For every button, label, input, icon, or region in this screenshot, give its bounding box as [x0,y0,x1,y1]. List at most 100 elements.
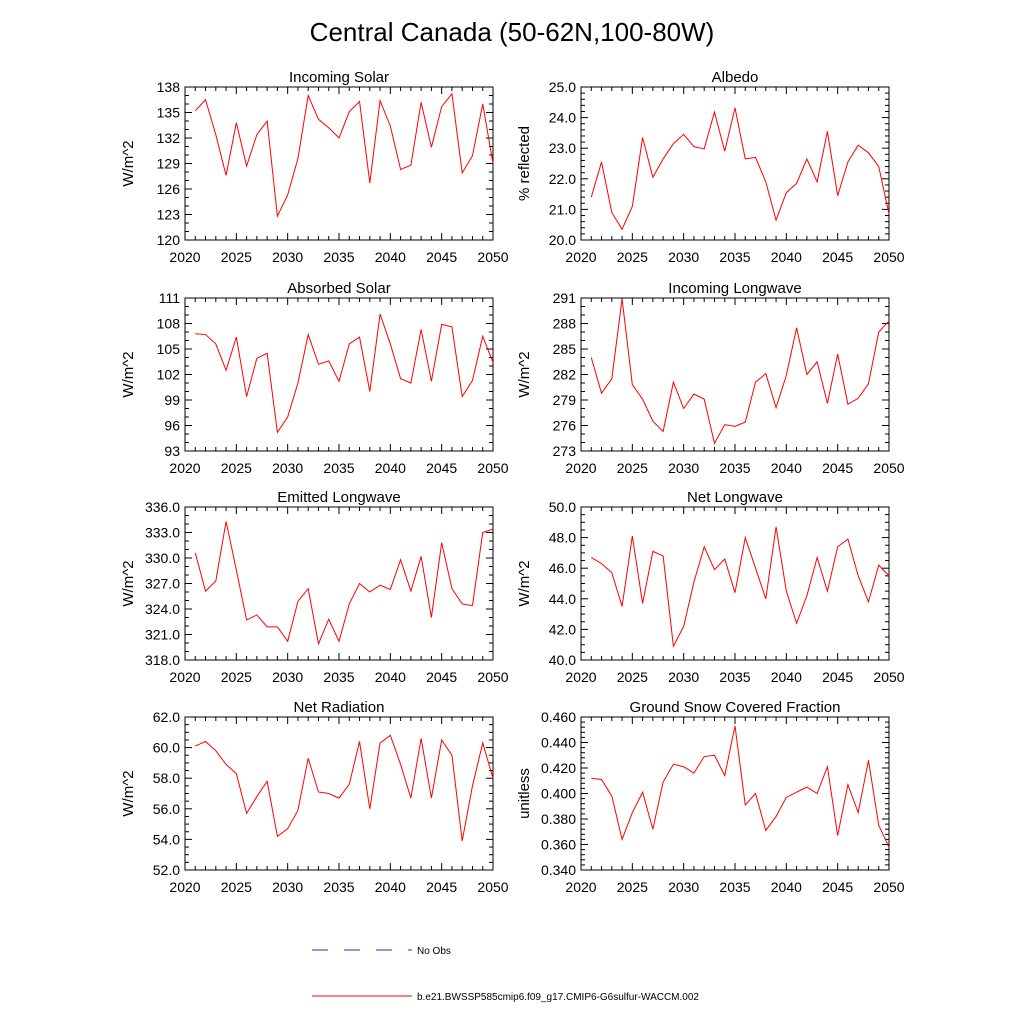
x-tick-label: 2020 [169,879,200,895]
x-tick-label: 2040 [375,460,406,476]
y-tick-label: 132 [157,130,181,146]
y-tick-label: 330.0 [145,550,180,566]
chart-panel-5: Net Longwave W/m^2 2020 2025 2030 2035 2040 204… [516,489,905,685]
y-tick-label: 0.440 [541,735,576,751]
panel-title: Albedo [712,69,759,86]
x-tick-label: 2020 [169,249,200,265]
y-tick-label: 62.0 [153,709,180,725]
y-tick-label: 129 [157,156,181,172]
x-tick-label: 2025 [221,249,252,265]
x-tick-label: 2045 [822,879,853,895]
y-tick-label: 135 [157,105,181,121]
x-tick-label: 2030 [272,460,303,476]
y-tick-label: 138 [157,79,181,95]
x-tick-label: 2020 [565,879,596,895]
y-tick-label: 93 [164,443,180,459]
x-tick-label: 2035 [323,669,354,685]
y-tick-label: 54.0 [153,831,180,847]
legend: No Obs b.e21.BWSSP585cmip6.f09_g17.CMIP6… [312,946,699,1003]
x-tick-label: 2025 [221,460,252,476]
x-tick-label: 2045 [426,669,457,685]
x-tick-label: 2025 [617,669,648,685]
x-tick-label: 2035 [323,249,354,265]
legend-obs-label: No Obs [417,946,451,957]
x-tick-label: 2035 [323,879,354,895]
x-tick-label: 2025 [617,879,648,895]
y-axis-label: W/m^2 [120,140,137,186]
y-axis-label: % reflected [516,126,533,201]
y-tick-label: 327.0 [145,576,180,592]
x-tick-label: 2035 [719,879,750,895]
y-tick-label: 123 [157,207,181,223]
x-tick-label: 2025 [617,249,648,265]
series-line-0 [590,298,890,445]
y-axis-label: unitless [516,768,533,819]
y-tick-label: 108 [157,316,181,332]
x-tick-label: 2025 [617,460,648,476]
x-tick-label: 2040 [375,669,406,685]
x-tick-label: 2020 [169,460,200,476]
x-tick-label: 2035 [719,669,750,685]
x-tick-label: 2040 [771,669,802,685]
x-tick-label: 2040 [375,879,406,895]
series-line-0 [591,725,890,848]
legend-model-label: b.e21.BWSSP585cmip6.f09_g17.CMIP6-G6sulf… [417,992,699,1003]
x-tick-label: 2035 [323,460,354,476]
chart-panel-1: Albedo % reflected 2020 2025 2030 2035 2040 204… [516,69,905,265]
x-tick-label: 2040 [771,460,802,476]
chart-panel-7: Ground Snow Covered Fraction unitless 2020… [516,699,905,895]
y-tick-label: 44.0 [549,591,576,607]
x-tick-label: 2020 [565,249,596,265]
plot-frame [580,506,890,661]
y-tick-label: 0.360 [541,837,576,853]
y-axis-label: W/m^2 [120,560,137,606]
series-line-0 [591,526,890,648]
y-tick-label: 52.0 [153,862,180,878]
series-line-0 [195,313,494,434]
panel-title: Incoming Solar [289,69,389,86]
x-tick-label: 2030 [668,460,699,476]
y-axis-label: W/m^2 [516,351,533,397]
x-tick-label: 2045 [426,460,457,476]
panel-title: Ground Snow Covered Fraction [630,699,841,716]
y-tick-label: 56.0 [153,801,180,817]
series-line-0 [194,92,494,218]
y-tick-label: 24.0 [549,110,576,126]
x-tick-label: 2045 [822,249,853,265]
y-tick-label: 40.0 [549,652,576,668]
y-tick-label: 60.0 [153,740,180,756]
y-tick-label: 282 [553,367,577,383]
plot-frame [580,297,890,452]
y-tick-label: 336.0 [145,499,180,515]
y-tick-label: 324.0 [145,601,180,617]
y-tick-label: 0.380 [541,811,576,827]
x-tick-label: 2045 [822,669,853,685]
y-tick-label: 318.0 [145,652,180,668]
plot-frame [184,506,494,661]
x-tick-label: 2040 [771,879,802,895]
y-tick-label: 321.0 [145,627,180,643]
y-tick-label: 0.340 [541,862,576,878]
x-tick-label: 2025 [221,669,252,685]
y-tick-label: 102 [157,367,181,383]
x-tick-label: 2030 [272,249,303,265]
x-tick-label: 2020 [169,669,200,685]
y-tick-label: 285 [553,341,577,357]
chart-panel-6: Net Radiation W/m^2 2020 2025 2030 2035 2040 20… [120,699,509,895]
y-tick-label: 0.400 [541,786,576,802]
x-tick-label: 2040 [375,249,406,265]
y-tick-label: 99 [164,392,180,408]
series-line-0 [195,734,494,842]
x-tick-label: 2050 [873,460,904,476]
panel-title: Net Radiation [294,699,385,716]
x-tick-label: 2020 [565,460,596,476]
y-tick-label: 25.0 [549,79,576,95]
panel-title: Absorbed Solar [287,280,390,297]
y-tick-label: 23.0 [549,140,576,156]
y-tick-label: 126 [157,181,181,197]
x-tick-label: 2050 [477,249,508,265]
chart-panel-3: Incoming Longwave W/m^2 2020 2025 2030 2035 20… [516,280,905,476]
x-tick-label: 2050 [873,669,904,685]
y-axis-label: W/m^2 [516,560,533,606]
